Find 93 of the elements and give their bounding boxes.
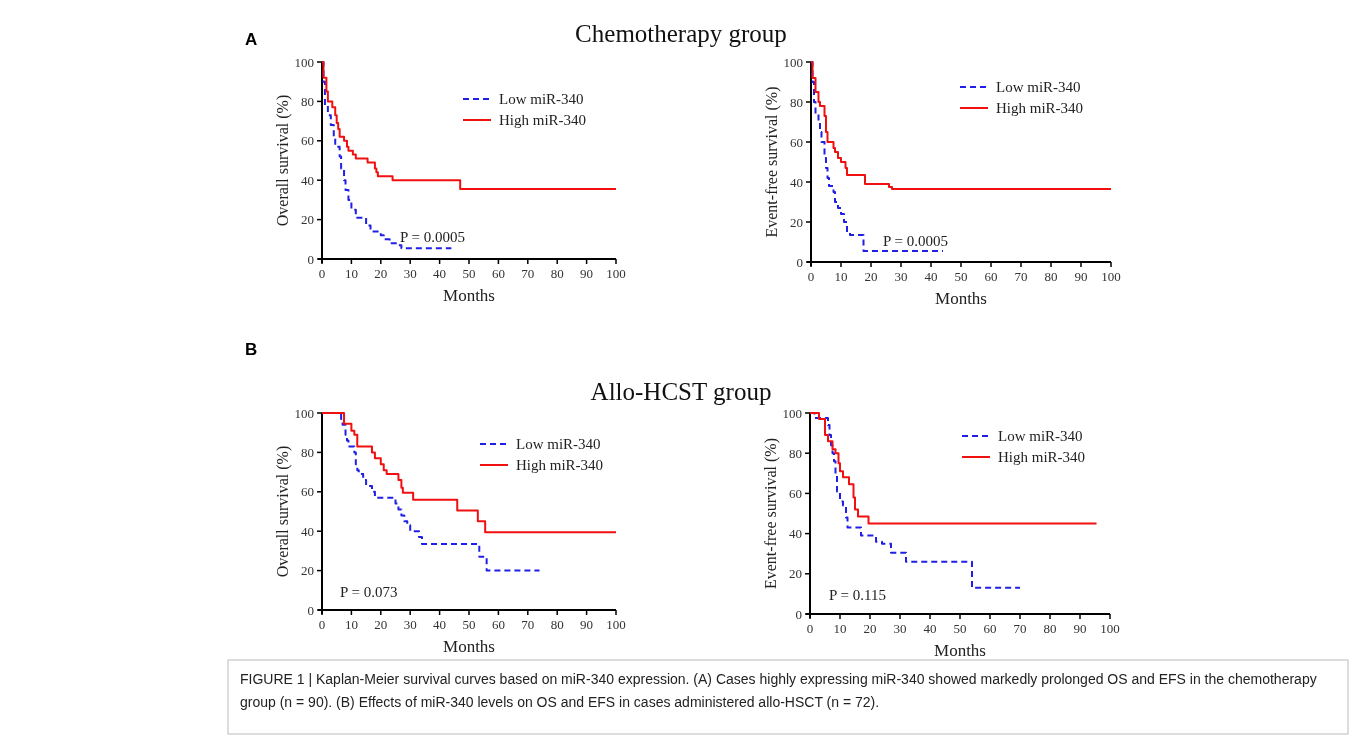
x-tick-label: 60 xyxy=(491,617,505,632)
x-tick-label: 100 xyxy=(606,266,626,281)
x-tick-label: 50 xyxy=(954,269,968,284)
x-tick-label: 100 xyxy=(606,617,626,632)
x-tick-label: 70 xyxy=(521,266,535,281)
x-tick-label: 0 xyxy=(318,617,326,632)
x-tick-label: 0 xyxy=(318,266,326,281)
legend-label: Low miR-340 xyxy=(516,436,601,453)
legend-label: High miR-340 xyxy=(998,449,1086,466)
y-tick-label: 0 xyxy=(796,254,803,270)
legend-label: High miR-340 xyxy=(996,100,1084,117)
legend-label: Low miR-340 xyxy=(996,79,1081,96)
x-tick-label: 10 xyxy=(834,269,848,284)
text: Allo-HCST group xyxy=(590,378,772,405)
x-tick-label: 80 xyxy=(550,266,564,281)
x-tick-label: 20 xyxy=(374,266,388,281)
x-tick-label: 30 xyxy=(894,269,908,284)
x-tick-label: 90 xyxy=(1074,269,1088,284)
y-tick-label: 20 xyxy=(789,566,802,582)
x-tick-label: 0 xyxy=(806,621,814,636)
x-tick-label: 40 xyxy=(923,621,937,636)
annotation: P = 0.0005 xyxy=(883,233,948,249)
x-tick-label: 90 xyxy=(580,617,594,632)
y-tick-label: 80 xyxy=(301,93,314,109)
y-tick-label: 20 xyxy=(790,214,803,230)
legend-label: Low miR-340 xyxy=(998,428,1083,445)
y-tick-label: 40 xyxy=(301,172,314,188)
x-tick-label: 50 xyxy=(462,617,476,632)
x-tick-label: 100 xyxy=(1101,269,1121,284)
legend-label: High miR-340 xyxy=(516,457,604,474)
x-tick-label: 90 xyxy=(1073,621,1087,636)
y-tick-label: 100 xyxy=(783,54,803,70)
y-tick-label: 40 xyxy=(301,523,314,539)
x-tick-label: 60 xyxy=(491,266,505,281)
x-tick-label: 30 xyxy=(403,617,417,632)
x-tick-label: 80 xyxy=(1044,269,1058,284)
annotation: P = 0.115 xyxy=(829,587,886,603)
x-tick-label: 40 xyxy=(433,266,447,281)
text: A xyxy=(245,30,258,49)
x-tick-label: 10 xyxy=(833,621,847,636)
x-tick-label: 10 xyxy=(344,617,358,632)
y-axis-title: Overall survival (%) xyxy=(274,445,292,578)
x-axis-title: Months xyxy=(443,286,495,305)
y-tick-label: 60 xyxy=(301,133,314,149)
x-tick-label: 70 xyxy=(1014,269,1028,284)
y-tick-label: 0 xyxy=(795,606,802,622)
y-tick-label: 80 xyxy=(301,444,314,460)
x-tick-label: 70 xyxy=(521,617,535,632)
x-tick-label: 10 xyxy=(344,266,358,281)
annotation: P = 0.0005 xyxy=(400,229,465,245)
y-tick-label: 0 xyxy=(307,602,314,618)
y-tick-label: 20 xyxy=(301,212,314,228)
x-tick-label: 20 xyxy=(863,621,877,636)
legend-label: High miR-340 xyxy=(499,112,587,129)
x-tick-label: 80 xyxy=(550,617,564,632)
x-axis-title: Months xyxy=(443,637,495,656)
y-tick-label: 100 xyxy=(782,405,802,421)
x-tick-label: 30 xyxy=(403,266,417,281)
x-tick-label: 20 xyxy=(864,269,878,284)
x-tick-label: 60 xyxy=(984,269,998,284)
y-tick-label: 20 xyxy=(301,563,314,579)
y-tick-label: 80 xyxy=(789,445,802,461)
y-axis-title: Event-free survival (%) xyxy=(762,437,780,590)
x-tick-label: 50 xyxy=(462,266,476,281)
x-tick-label: 40 xyxy=(924,269,938,284)
x-tick-label: 50 xyxy=(953,621,967,636)
legend-label: Low miR-340 xyxy=(499,91,584,108)
y-tick-label: 40 xyxy=(790,174,803,190)
y-tick-label: 40 xyxy=(789,526,802,542)
y-tick-label: 60 xyxy=(301,484,314,500)
x-tick-label: 100 xyxy=(1100,621,1120,636)
y-axis-title: Event-free survival (%) xyxy=(763,86,781,238)
y-tick-label: 60 xyxy=(789,485,802,501)
x-tick-label: 20 xyxy=(374,617,388,632)
x-axis-title: Months xyxy=(934,641,986,660)
x-tick-label: 60 xyxy=(983,621,997,636)
y-tick-label: 60 xyxy=(790,134,803,150)
x-tick-label: 70 xyxy=(1013,621,1027,636)
y-tick-label: 80 xyxy=(790,94,803,110)
x-tick-label: 80 xyxy=(1043,621,1057,636)
x-tick-label: 90 xyxy=(580,266,594,281)
x-tick-label: 0 xyxy=(807,269,815,284)
y-tick-label: 100 xyxy=(294,405,314,421)
text: B xyxy=(245,340,258,359)
text: Chemotherapy group xyxy=(575,20,787,47)
caption: FIGURE 1 | Kaplan-Meier survival curves based on miR-340 expression. (A) Cases highly expressing miR-340 showed markedly prolonged OS and EFS in the chemotherapy group (n = 90). (B) Effects of miR-340 levels on OS and EFS in cases administered allo-HSCT (n = 72). xyxy=(240,671,1317,710)
y-axis-title: Overall survival (%) xyxy=(274,94,292,227)
annotation: P = 0.073 xyxy=(340,584,398,600)
x-tick-label: 30 xyxy=(893,621,907,636)
y-tick-label: 0 xyxy=(307,251,314,267)
y-tick-label: 100 xyxy=(294,54,314,70)
x-tick-label: 40 xyxy=(433,617,447,632)
x-axis-title: Months xyxy=(935,289,987,308)
